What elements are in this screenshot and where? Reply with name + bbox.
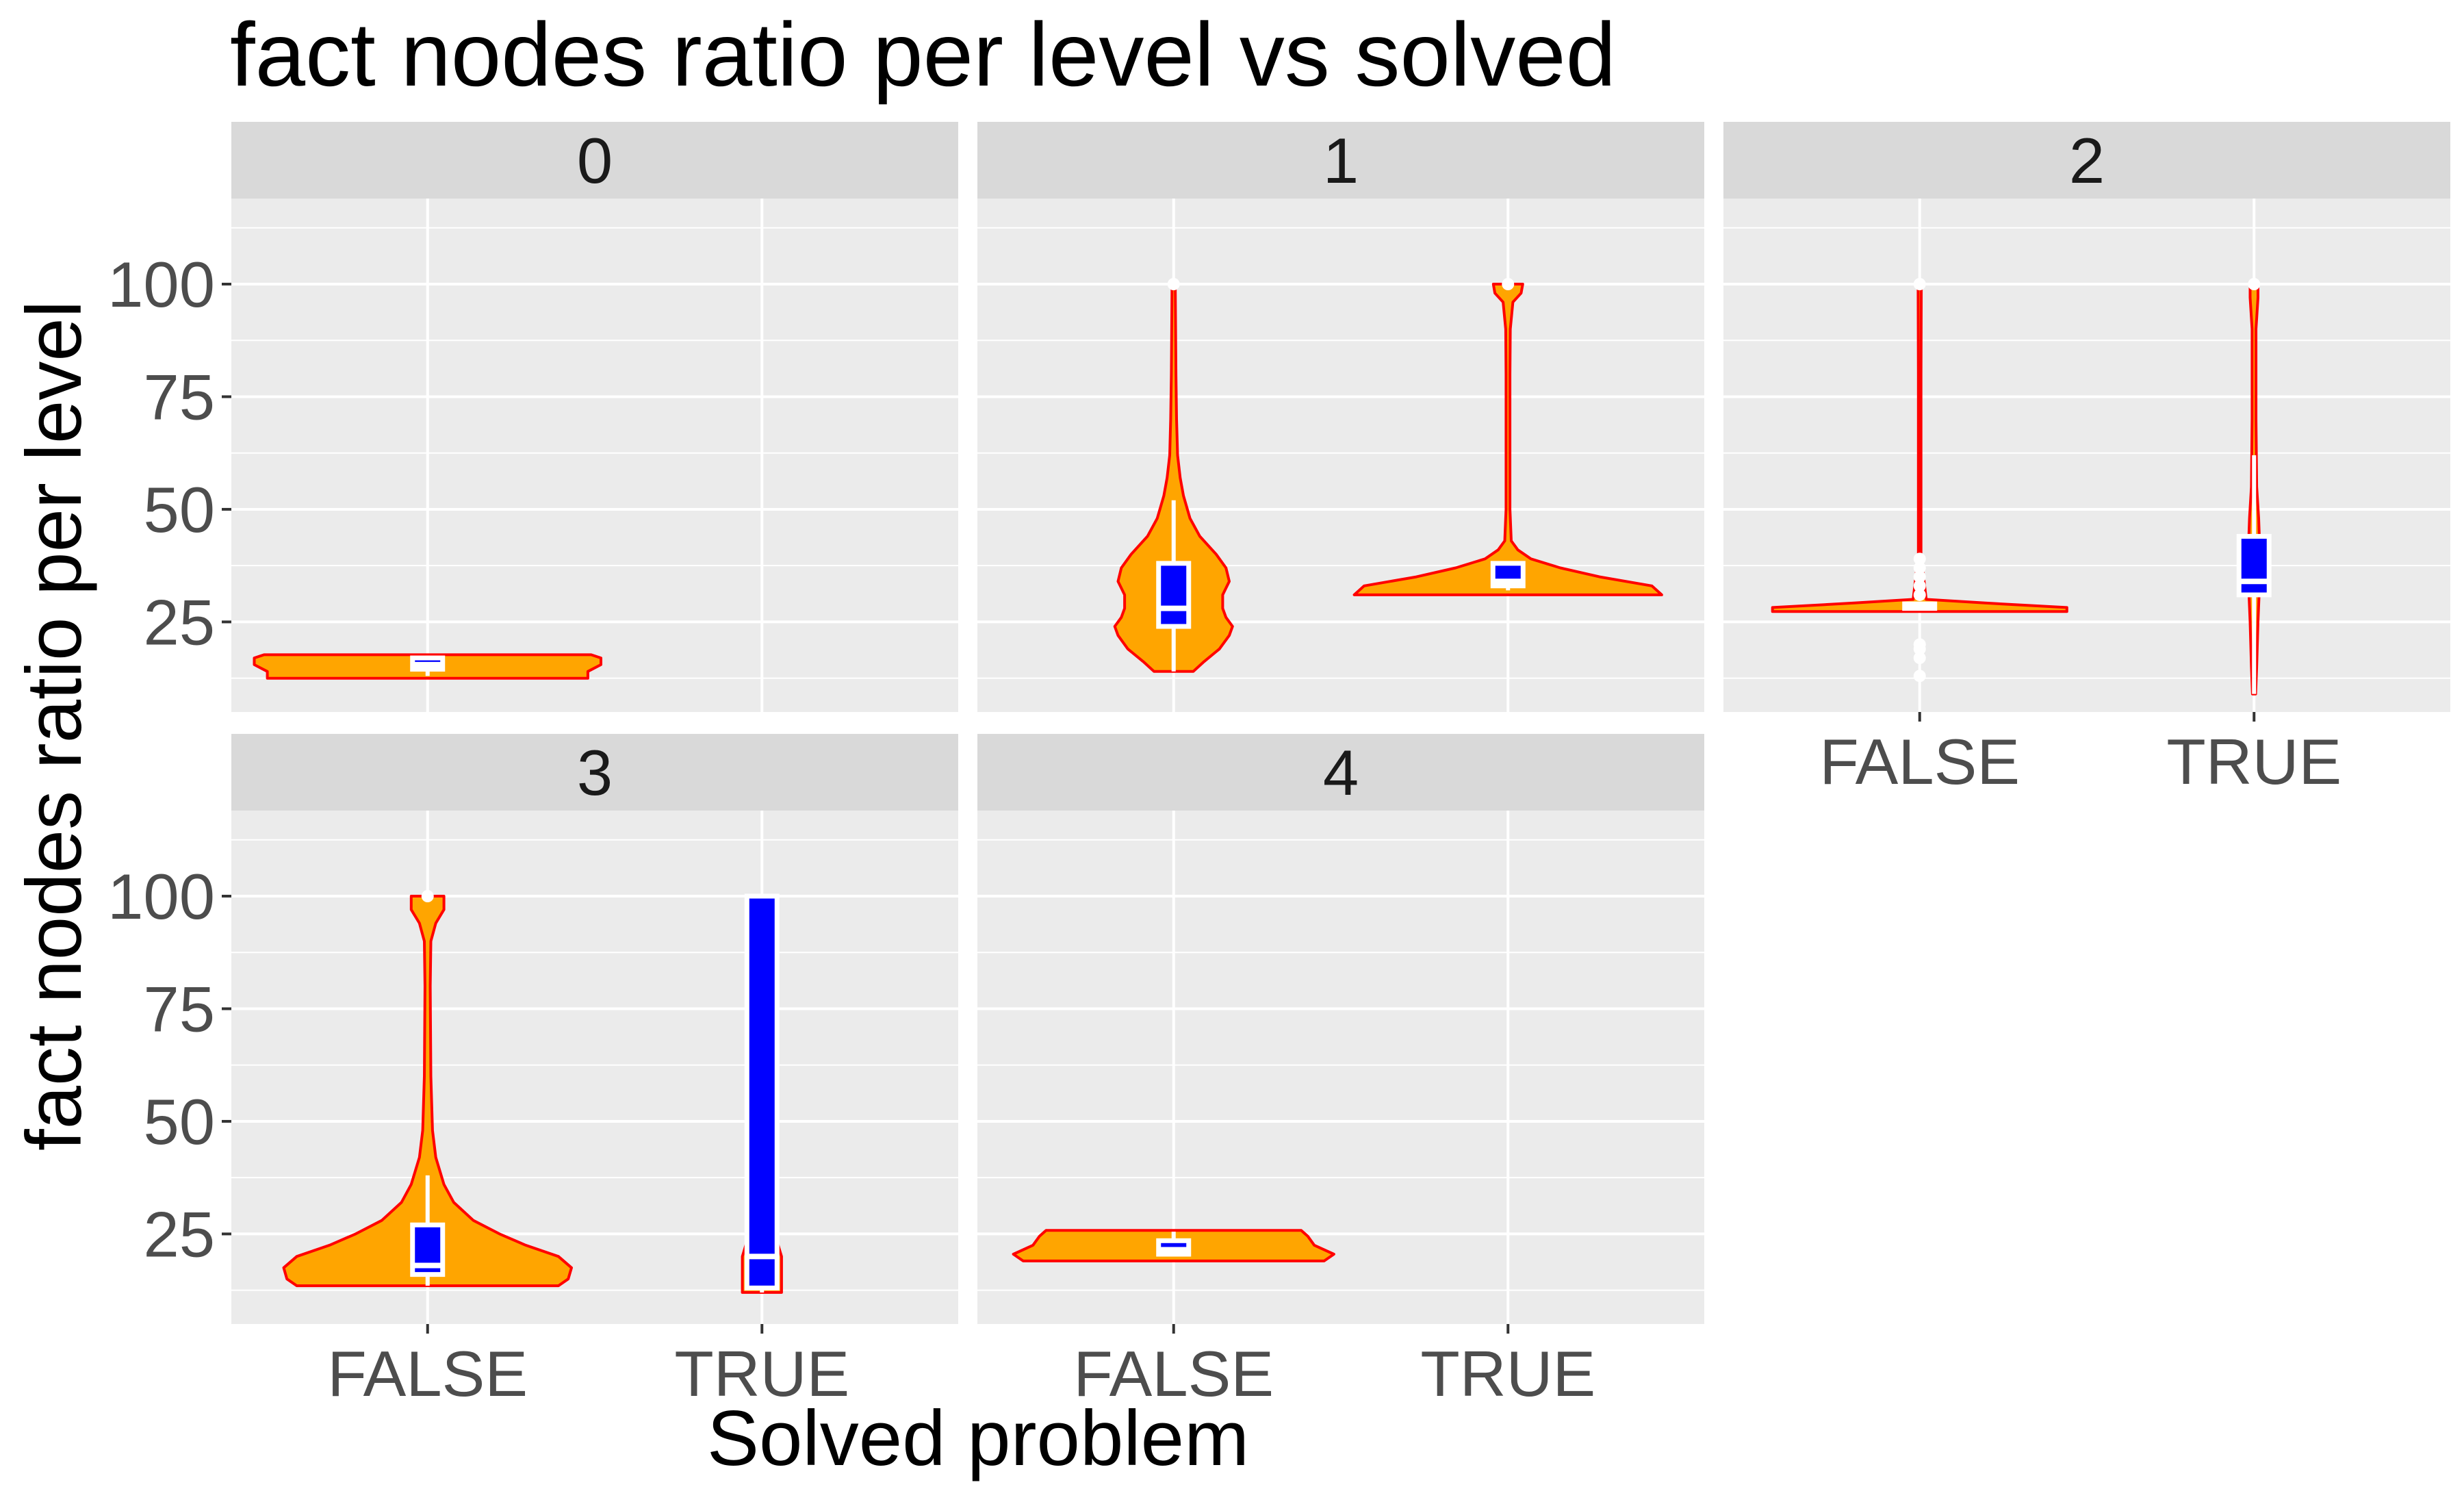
strip-background	[231, 122, 958, 199]
outlier-point	[421, 890, 434, 902]
box-iqr	[2236, 533, 2272, 598]
chart-title: fact nodes ratio per level vs solved	[230, 4, 1616, 105]
x-tick-label: FALSE	[327, 1338, 528, 1410]
outlier-point	[1913, 652, 1926, 665]
strip-background	[977, 734, 1704, 811]
box-iqr	[744, 893, 780, 1290]
violin-group-false	[1113, 278, 1234, 673]
outlier-point	[1913, 278, 1926, 290]
panel-background	[231, 199, 958, 712]
violin-shape	[1352, 283, 1663, 596]
facet-panels: 0 25 50 75 100 1 2 FALSE TRUE 3 25 50 75 100 FALSE TRUE…	[107, 122, 2450, 1410]
y-tick-label: 75	[143, 973, 215, 1045]
violin-group-true	[1352, 278, 1663, 596]
outlier-point	[1502, 278, 1515, 290]
violin-group-false	[282, 890, 573, 1288]
y-tick-label: 50	[143, 1086, 215, 1158]
violin-group-false	[1771, 278, 2068, 683]
y-tick-label: 25	[143, 1198, 215, 1270]
outlier-point	[1913, 552, 1926, 565]
strip-label: 1	[1323, 125, 1359, 196]
outlier-point	[1913, 570, 1926, 583]
outlier-point	[1913, 579, 1926, 592]
violin-group-true	[741, 893, 783, 1294]
x-tick-label: FALSE	[1073, 1338, 1274, 1410]
y-axis-title: fact nodes ratio per level	[11, 301, 98, 1151]
facet-panel-4: 4 FALSE TRUE	[977, 734, 1704, 1410]
x-tick-label: TRUE	[2166, 726, 2341, 798]
violin-group-false	[253, 653, 602, 680]
strip-label: 3	[577, 737, 613, 809]
outlier-point	[1913, 670, 1926, 683]
outlier-point	[1167, 278, 1180, 290]
strip-label: 4	[1323, 737, 1359, 809]
strip-background	[1723, 122, 2450, 199]
y-tick-label: 50	[143, 474, 215, 546]
outlier-point	[1913, 588, 1926, 601]
x-tick-label: FALSE	[1819, 726, 2020, 798]
panel-background	[1723, 199, 2450, 712]
strip-label: 2	[2069, 125, 2105, 196]
box-iqr	[1156, 561, 1192, 629]
strip-background	[977, 122, 1704, 199]
violin-shape	[282, 895, 573, 1288]
outlier-point	[1913, 638, 1926, 651]
facet-panel-1: 1	[977, 122, 1704, 712]
facet-panel-0: 0 25 50 75 100	[107, 122, 958, 712]
facet-panel-2: 2 FALSE TRUE	[1723, 122, 2450, 798]
facet-panel-3: 3 25 50 75 100 FALSE TRUE	[107, 734, 958, 1410]
strip-label: 0	[577, 125, 613, 196]
panel-background	[977, 199, 1704, 712]
y-tick-label: 75	[143, 361, 215, 433]
y-tick-label: 100	[107, 861, 215, 932]
x-axis-title: Solved problem	[707, 1395, 1249, 1482]
violin-group-true	[2236, 278, 2272, 696]
strip-background	[231, 734, 958, 811]
y-tick-label: 100	[107, 249, 215, 320]
outlier-point	[1913, 561, 1926, 574]
violin-group-false	[1012, 1229, 1335, 1262]
x-tick-label: TRUE	[1420, 1338, 1595, 1410]
x-tick-label: TRUE	[674, 1338, 849, 1410]
outlier-point	[2248, 278, 2261, 290]
y-tick-label: 25	[143, 586, 215, 658]
